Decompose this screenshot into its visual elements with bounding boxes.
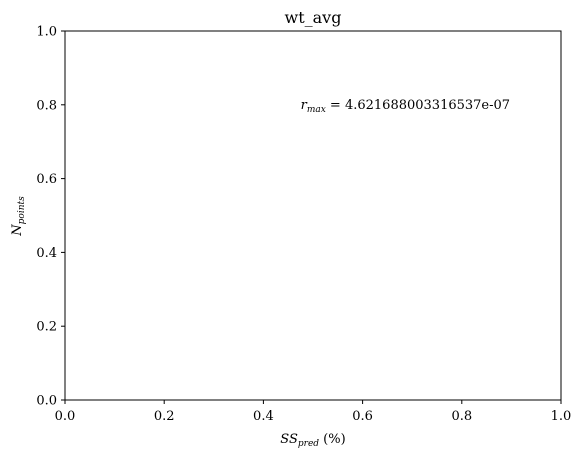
annotation-subscript: max (307, 105, 326, 115)
x-axis-label-suffix: (%) (319, 432, 346, 447)
y-axis-ticks: 0.0 0.2 0.4 0.6 0.8 1.0 (36, 25, 65, 409)
x-tick-label: 0.8 (451, 409, 472, 424)
x-axis-label: SSpred (%) (280, 432, 345, 449)
x-axis-label-sub: pred (298, 439, 319, 449)
x-tick-label: 0.0 (55, 409, 76, 424)
x-tick-label: 0.2 (154, 409, 175, 424)
x-axis-ticks: 0.0 0.2 0.4 0.6 0.8 1.0 (55, 400, 572, 424)
y-tick-label: 1.0 (36, 25, 57, 40)
x-tick-label: 0.6 (352, 409, 373, 424)
annotation-value: = 4.621688003316537e-07 (326, 98, 510, 113)
y-tick-label: 0.6 (36, 172, 57, 187)
x-tick-label: 0.4 (253, 409, 274, 424)
y-tick-label: 0.4 (36, 246, 57, 261)
annotation-symbol: r (301, 98, 308, 113)
y-tick-label: 0.2 (36, 320, 57, 335)
y-axis-label-sub: points (17, 196, 27, 224)
y-tick-label: 0.8 (36, 98, 57, 113)
x-axis-label-main: SS (280, 432, 298, 447)
y-tick-label: 0.0 (36, 394, 57, 409)
x-tick-label: 1.0 (551, 409, 572, 424)
chart-title: wt_avg (285, 8, 342, 27)
plot-frame (64, 30, 562, 401)
y-axis-label-main: N (10, 224, 25, 237)
annotation-rmax: rmax = 4.621688003316537e-07 (301, 98, 510, 115)
y-axis-label: Npoints (10, 196, 27, 237)
